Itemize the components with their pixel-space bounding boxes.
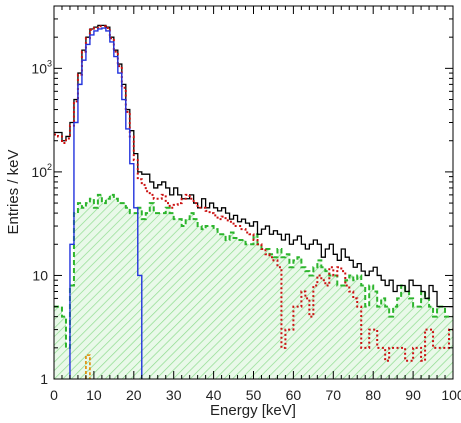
series-dashed-orange: [85, 354, 91, 379]
x-tick-label: 100: [441, 387, 461, 403]
y-tick-label: 102: [31, 162, 52, 180]
x-tick-label: 10: [86, 387, 102, 403]
y-tick-label: 10: [32, 267, 48, 283]
y-axis-label: Entries / keV: [5, 149, 22, 234]
x-tick-label: 40: [206, 387, 222, 403]
x-tick-label: 60: [286, 387, 302, 403]
x-tick-label: 20: [126, 387, 142, 403]
x-tick-label: 70: [326, 387, 342, 403]
x-tick-label: 30: [166, 387, 182, 403]
green-fill-hatch: [54, 194, 453, 379]
x-tick-label: 50: [246, 387, 262, 403]
series-dotted-red: [54, 25, 453, 362]
series-dashed-green: [54, 193, 453, 349]
x-tick-label: 90: [405, 387, 421, 403]
x-axis-label: Energy [keV]: [210, 402, 296, 419]
x-tick-label: 0: [50, 387, 58, 403]
y-tick-label: 103: [31, 58, 52, 76]
plot-area: [54, 24, 453, 379]
series-solid-blue: [69, 27, 143, 379]
y-tick-label: 1: [40, 371, 48, 387]
x-tick-label: 80: [365, 387, 381, 403]
